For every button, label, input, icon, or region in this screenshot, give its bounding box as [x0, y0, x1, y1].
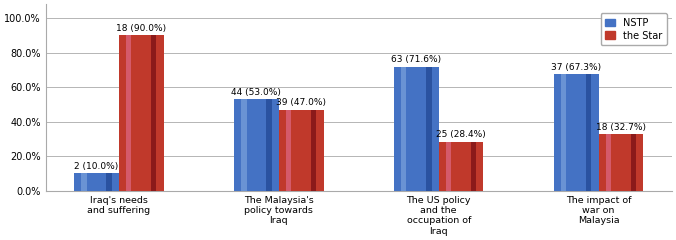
Bar — [394, 67, 439, 191]
Bar — [598, 134, 644, 191]
Bar — [286, 110, 291, 191]
Bar — [74, 174, 119, 191]
Bar — [241, 99, 247, 191]
Text: 37 (67.3%): 37 (67.3%) — [551, 63, 601, 72]
Bar — [266, 99, 272, 191]
Bar — [426, 67, 431, 191]
Bar — [119, 35, 164, 191]
Bar — [126, 35, 131, 191]
Text: 39 (47.0%): 39 (47.0%) — [276, 98, 327, 107]
Text: 18 (90.0%): 18 (90.0%) — [116, 24, 166, 33]
Text: 2 (10.0%): 2 (10.0%) — [74, 162, 118, 171]
Bar — [606, 134, 611, 191]
Bar — [311, 110, 316, 191]
Legend: NSTP, the Star: NSTP, the Star — [600, 13, 667, 45]
Bar — [439, 142, 483, 191]
Bar — [554, 74, 598, 191]
Bar — [586, 74, 592, 191]
Text: 63 (71.6%): 63 (71.6%) — [391, 55, 441, 65]
Bar — [81, 174, 87, 191]
Bar — [631, 134, 636, 191]
Bar — [471, 142, 477, 191]
Bar — [279, 110, 324, 191]
Bar — [401, 67, 406, 191]
Bar — [561, 74, 566, 191]
Bar — [151, 35, 157, 191]
Bar — [106, 174, 112, 191]
Bar — [446, 142, 452, 191]
Bar — [234, 99, 279, 191]
Text: 44 (53.0%): 44 (53.0%) — [231, 88, 281, 97]
Text: 18 (32.7%): 18 (32.7%) — [596, 123, 646, 132]
Text: 25 (28.4%): 25 (28.4%) — [436, 130, 486, 139]
